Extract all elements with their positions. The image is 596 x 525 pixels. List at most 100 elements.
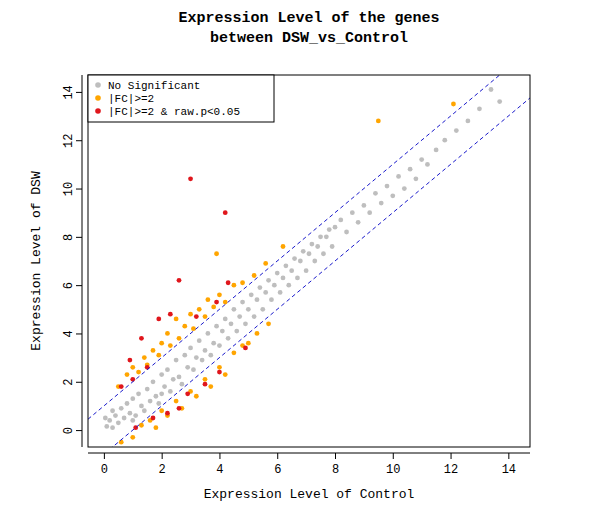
tick-label: 12 [62, 134, 76, 148]
title: Expression Level of the genesbetween DSW… [178, 10, 439, 47]
point [356, 220, 361, 225]
point [361, 203, 366, 208]
point [214, 324, 219, 329]
point [148, 399, 153, 404]
point [223, 300, 228, 305]
point [177, 406, 182, 411]
plot-area [88, 75, 530, 447]
point [200, 358, 205, 363]
point [197, 338, 202, 343]
point [338, 218, 343, 223]
point [255, 331, 260, 336]
tick: 2 [159, 453, 166, 477]
point [185, 391, 190, 396]
point [194, 394, 199, 399]
point [269, 297, 274, 302]
point [263, 290, 268, 295]
point [301, 249, 306, 254]
point [234, 329, 239, 334]
point [177, 336, 182, 341]
point [214, 300, 219, 305]
point [350, 210, 355, 215]
point [156, 317, 161, 322]
plot-frame [88, 75, 530, 447]
point [260, 307, 265, 312]
point [133, 413, 138, 418]
point [434, 147, 439, 152]
tick-label: 10 [386, 463, 400, 477]
point [315, 244, 320, 249]
point [390, 193, 395, 198]
point [168, 312, 173, 317]
point [217, 343, 222, 348]
point [130, 396, 135, 401]
point [402, 186, 407, 191]
tick-label: 12 [444, 463, 458, 477]
point [119, 440, 124, 445]
chart: Expression Level of the genesbetween DSW… [0, 0, 596, 525]
point [257, 285, 262, 290]
point [413, 176, 418, 181]
point [223, 210, 228, 215]
reference-line [88, 98, 530, 447]
point [217, 292, 222, 297]
legend-box [88, 75, 274, 122]
point [203, 377, 208, 382]
point [191, 367, 196, 372]
point [130, 435, 135, 440]
point [104, 424, 109, 429]
point [151, 379, 156, 384]
tick-mark [508, 453, 509, 459]
point [182, 353, 187, 358]
point [312, 259, 317, 264]
point [229, 321, 234, 326]
point [266, 278, 271, 283]
point [425, 162, 430, 167]
legend-label: |FC|>=2 & raw.p<0.05 [108, 106, 240, 118]
tick-label: 14 [502, 463, 516, 477]
point [191, 326, 196, 331]
point [408, 167, 413, 172]
point [122, 416, 127, 421]
tick-mark [393, 453, 394, 459]
point [211, 304, 216, 309]
point [243, 346, 248, 351]
point [139, 336, 144, 341]
legend-swatch [95, 95, 101, 101]
axis-line [82, 75, 83, 447]
point [327, 227, 332, 232]
x-axis-title: Expression Level of Control [204, 487, 415, 502]
point [174, 317, 179, 322]
point [179, 382, 184, 387]
legend: No Significant|FC|>=2|FC|>=2 & raw.p<0.0… [88, 75, 274, 122]
point [419, 157, 424, 162]
point [188, 346, 193, 351]
point [497, 99, 502, 104]
tick-mark [76, 140, 82, 141]
point [286, 283, 291, 288]
point [373, 191, 378, 196]
point [203, 314, 208, 319]
point [208, 353, 213, 358]
tick: 0 [101, 453, 108, 477]
tick-label: 4 [62, 330, 76, 337]
point [376, 118, 381, 123]
tick-label: 6 [274, 463, 281, 477]
point [214, 251, 219, 256]
tick-mark [76, 285, 82, 286]
point [185, 365, 190, 370]
point [240, 280, 245, 285]
tick: 6 [62, 282, 82, 289]
series [116, 102, 456, 445]
point [125, 401, 130, 406]
point [318, 234, 323, 239]
point [281, 244, 286, 249]
tick-mark [76, 430, 82, 431]
point [304, 268, 309, 273]
point [246, 307, 251, 312]
point [226, 336, 231, 341]
tick: 0 [62, 427, 82, 434]
point [465, 118, 470, 123]
tick: 6 [274, 453, 281, 477]
point [125, 372, 130, 377]
